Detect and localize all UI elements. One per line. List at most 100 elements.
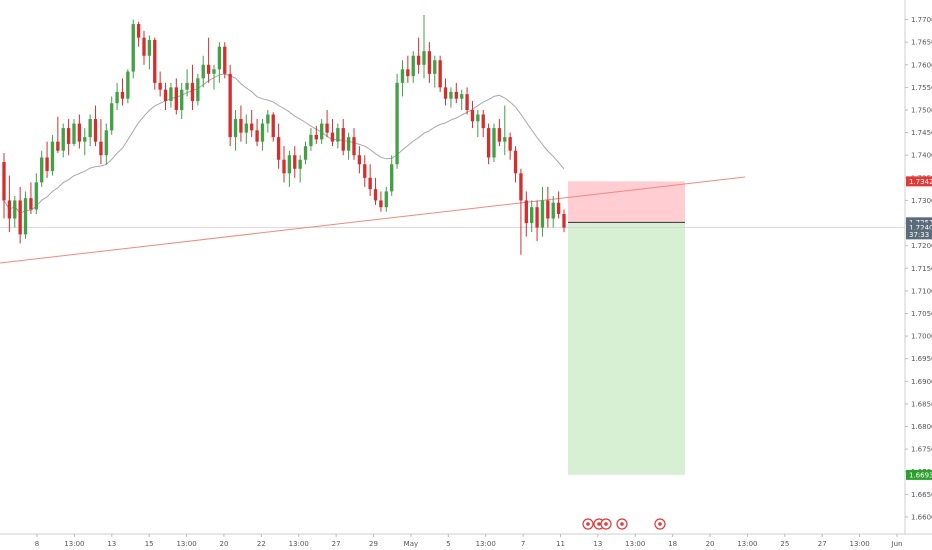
candle-body — [352, 137, 356, 156]
time-tick-label: 27 — [818, 540, 827, 548]
candle-body — [470, 110, 475, 122]
candle-body — [535, 207, 539, 228]
price-badge-label: 1.66930 — [909, 471, 932, 479]
price-tick-label: 1.70500 — [911, 310, 932, 318]
candle-body — [320, 123, 324, 140]
candle-body — [169, 87, 173, 101]
candle-body — [50, 141, 55, 172]
time-tick-label: 20 — [219, 540, 228, 548]
candle-body — [513, 150, 518, 174]
candle-body — [293, 155, 297, 169]
candle-body — [88, 119, 92, 138]
candle-body — [104, 130, 108, 156]
event-marker-dot — [597, 522, 601, 526]
candle-body — [217, 46, 222, 70]
candle-body — [201, 64, 205, 79]
price-tick-label: 1.69500 — [911, 355, 932, 363]
candle-body — [486, 128, 491, 158]
candle-body — [492, 128, 496, 158]
candle-body — [29, 198, 33, 210]
candle-body — [34, 182, 38, 210]
candle-body — [83, 137, 87, 142]
candle-body — [454, 91, 458, 99]
candle-body — [416, 55, 421, 65]
candle-body — [110, 103, 114, 131]
candle-body — [45, 157, 49, 172]
candle-body — [303, 146, 308, 160]
time-tick-label: May — [404, 540, 418, 548]
time-tick-label: 13 — [107, 540, 116, 548]
candle-body — [136, 24, 141, 38]
candle-body — [314, 134, 318, 140]
candle-body — [153, 39, 157, 83]
candle-body — [465, 94, 469, 110]
candle-body — [443, 87, 448, 99]
economic-event-marker — [600, 518, 612, 530]
candle-body — [503, 137, 507, 142]
price-tick-label: 1.69000 — [911, 378, 932, 386]
time-tick-label: 13:00 — [476, 540, 496, 548]
economic-event-marker — [582, 518, 594, 530]
time-tick-label: 25 — [780, 540, 789, 548]
candle-body — [395, 82, 399, 165]
candle-body — [66, 128, 71, 144]
candle-body — [341, 128, 345, 151]
candle-body — [524, 200, 528, 224]
candle-body — [390, 164, 394, 192]
candle-body — [250, 123, 254, 131]
candle-body — [239, 119, 243, 133]
take-profit-zone — [568, 222, 685, 475]
candle-body — [23, 198, 28, 235]
price-tick-label: 1.66000 — [911, 513, 932, 521]
candle-body — [126, 71, 130, 99]
price-badge-bg — [906, 469, 932, 480]
candle-body — [546, 200, 550, 219]
candle-body — [174, 87, 178, 110]
candle-body — [196, 78, 200, 101]
time-tick-label: 13:00 — [289, 540, 309, 548]
time-tick-label: 15 — [145, 540, 154, 548]
candle-body — [163, 89, 168, 101]
price-tick-label: 1.76000 — [911, 61, 932, 69]
candle-body — [460, 94, 464, 99]
candle-body — [406, 69, 410, 77]
event-marker-dot — [604, 522, 608, 526]
price-tick-label: 1.66500 — [911, 491, 932, 499]
candle-body — [449, 91, 453, 99]
price-tick-label: 1.72000 — [911, 242, 932, 250]
time-tick-label: 7 — [521, 540, 525, 548]
candle-body — [212, 69, 216, 74]
candle-body — [120, 91, 125, 99]
candle-body — [223, 46, 227, 74]
position-zones — [568, 181, 685, 475]
candle-body — [287, 155, 292, 174]
time-tick-label: 13:00 — [737, 540, 757, 548]
candle-body — [556, 202, 561, 214]
price-badge-bg — [906, 222, 932, 233]
candle-body — [72, 123, 76, 144]
candle-body — [255, 130, 259, 142]
economic-event-marker — [654, 518, 666, 530]
candle-body — [244, 123, 248, 133]
candle-body — [18, 200, 22, 235]
time-tick-label: 8 — [35, 540, 39, 548]
time-tick-label: 13:00 — [64, 540, 84, 548]
price-tick-label: 1.71500 — [911, 265, 932, 273]
candle-body — [427, 51, 432, 74]
time-tick-label: 18 — [668, 540, 677, 548]
candle-body — [7, 200, 12, 219]
candle-body — [433, 60, 437, 74]
time-tick-label: 13:00 — [625, 540, 645, 548]
time-tick-label: 13:00 — [176, 540, 196, 548]
price-tick-label: 1.74000 — [911, 152, 932, 160]
candle-body — [368, 177, 372, 190]
time-tick-label: 22 — [257, 540, 266, 548]
candle-body — [282, 159, 286, 174]
chart-overlays — [0, 73, 905, 264]
price-badge-label: 1.72404 — [909, 224, 932, 232]
candle-body — [298, 159, 302, 169]
candle-body — [93, 119, 98, 142]
candle-body — [180, 89, 184, 110]
